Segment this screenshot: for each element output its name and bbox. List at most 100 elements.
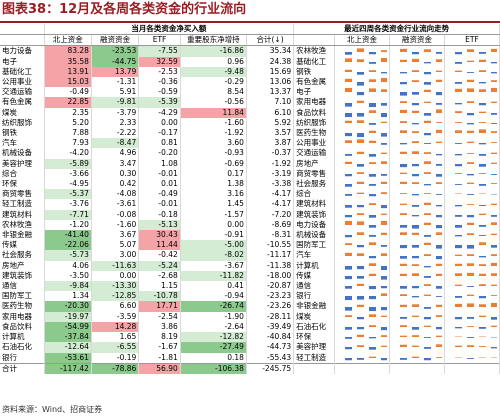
value-cell: -6.55 [91,342,140,353]
trend-bar [435,314,442,317]
trend-bar [368,255,376,258]
trend-cell [444,138,500,149]
trend-bar [368,153,376,157]
trend-sparkbars [344,273,387,280]
trend-cell [389,179,445,190]
trend-bar [466,182,474,185]
trend-sparkbars [454,325,497,329]
trend-bar [423,347,431,350]
trend-bar [454,235,462,237]
trend-cell [334,117,390,129]
trend-bar [411,131,419,134]
value-cell: -3.19 [246,168,295,180]
trend-bar [411,245,419,249]
value-cell: 1.65 [91,332,140,343]
value-cell: 35.58 [44,56,92,67]
trend-bar [368,263,376,266]
table-row: 计算机 -37.84 1.65 8.19 -12.82 -40.84 环保 [0,332,500,343]
trend-bar [435,173,442,177]
table-row: 轻工制造 -3.76 -3.61 -0.01 1.45 -4.17 建筑材料 [0,199,500,210]
trend-bar [490,88,497,93]
trend-bar [344,314,352,317]
value-cell: -117.42 [44,362,92,374]
trend-industry-name: 轻工制造 [293,352,335,364]
industry-name: 社会服务 [0,250,45,261]
trend-bar [399,273,407,276]
trend-bar [411,346,419,348]
trend-cell [334,148,390,159]
trend-bar [478,326,486,329]
value-cell: 24.38 [246,56,295,67]
trend-cell [389,209,445,220]
trend-bar [490,284,497,287]
trend-bar [454,122,462,123]
industry-name: 医药生物 [0,301,45,312]
trend-bar [380,286,387,289]
trend-sparkbars [454,182,497,186]
value-cell: -0.18 [138,209,181,220]
trend-bar [466,345,474,348]
industry-name: 建筑材料 [0,209,45,220]
value-cell: -54.99 [44,321,92,333]
trend-sparkbars [344,161,387,167]
table-row: 汽车 7.93 -8.47 0.81 3.60 3.87 公用事业 [0,138,500,149]
trend-bar [344,184,352,187]
trend-bar [411,326,419,330]
trend-bar [423,48,431,52]
trend-bar [478,255,486,257]
trend-bar [466,222,474,225]
trend-bar [380,335,387,338]
trend-bar [399,100,407,103]
value-cell: 2.35 [44,107,92,118]
value-cell: 1.08 [138,158,181,169]
trend-bar [490,48,497,52]
trend-industry-name: 电子 [293,87,335,98]
trend-cell [444,77,500,88]
trend-bar [411,122,419,125]
trend-bar [368,79,376,83]
trend-bar [368,306,376,311]
trend-bar [368,356,376,358]
value-cell: -1.92 [180,128,247,139]
trend-sparkbars [344,130,387,138]
trend-bar [356,221,364,225]
trend-bar [411,255,419,258]
trend-bar [399,82,407,85]
value-cell: -41.40 [44,230,92,241]
trend-industry-name: 交通运输 [293,148,335,159]
trend-bar [466,263,474,266]
trend-sparkbars [344,252,387,258]
value-cell: -9.81 [91,97,140,108]
industry-name: 电子 [0,56,45,67]
value-cell: 8.54 [180,87,247,98]
industry-name: 家用电器 [0,311,45,322]
industry-name: 有色金属 [0,97,45,108]
trend-bar [490,101,497,103]
table-row: 有色金属 22.85 -9.81 -5.39 -0.56 7.10 家用电器 [0,97,500,108]
table-row: 美容护理 -5.89 3.47 1.08 -0.69 -1.92 房地产 [0,158,500,169]
trend-cell [389,199,445,210]
value-cell: -18.00 [246,270,295,282]
trend-bar [466,161,474,164]
trend-bar [368,286,376,290]
trend-bar [466,141,474,144]
trend-sparkbars [399,263,442,268]
trend-bar [435,296,442,298]
trend-bar [454,130,462,134]
trend-sparkbars [399,58,442,64]
trend-cell [334,179,390,190]
value-cell: -0.49 [44,87,92,98]
trend-sparkbars [454,262,497,266]
trend-bar [435,263,442,266]
value-cell: -12.82 [180,332,247,343]
trend-bar [435,51,442,54]
value-cell: 3.16 [180,189,247,200]
value-cell: -11.82 [180,270,247,282]
col-header: 融资资金 [91,34,140,47]
trend-bar [411,232,419,236]
trend-cell [389,148,445,159]
trend-bar [423,357,431,360]
trend-cell [444,230,500,241]
left-panel-title: 当月各类资金净买入额 [44,24,295,36]
trend-bar [344,78,352,83]
